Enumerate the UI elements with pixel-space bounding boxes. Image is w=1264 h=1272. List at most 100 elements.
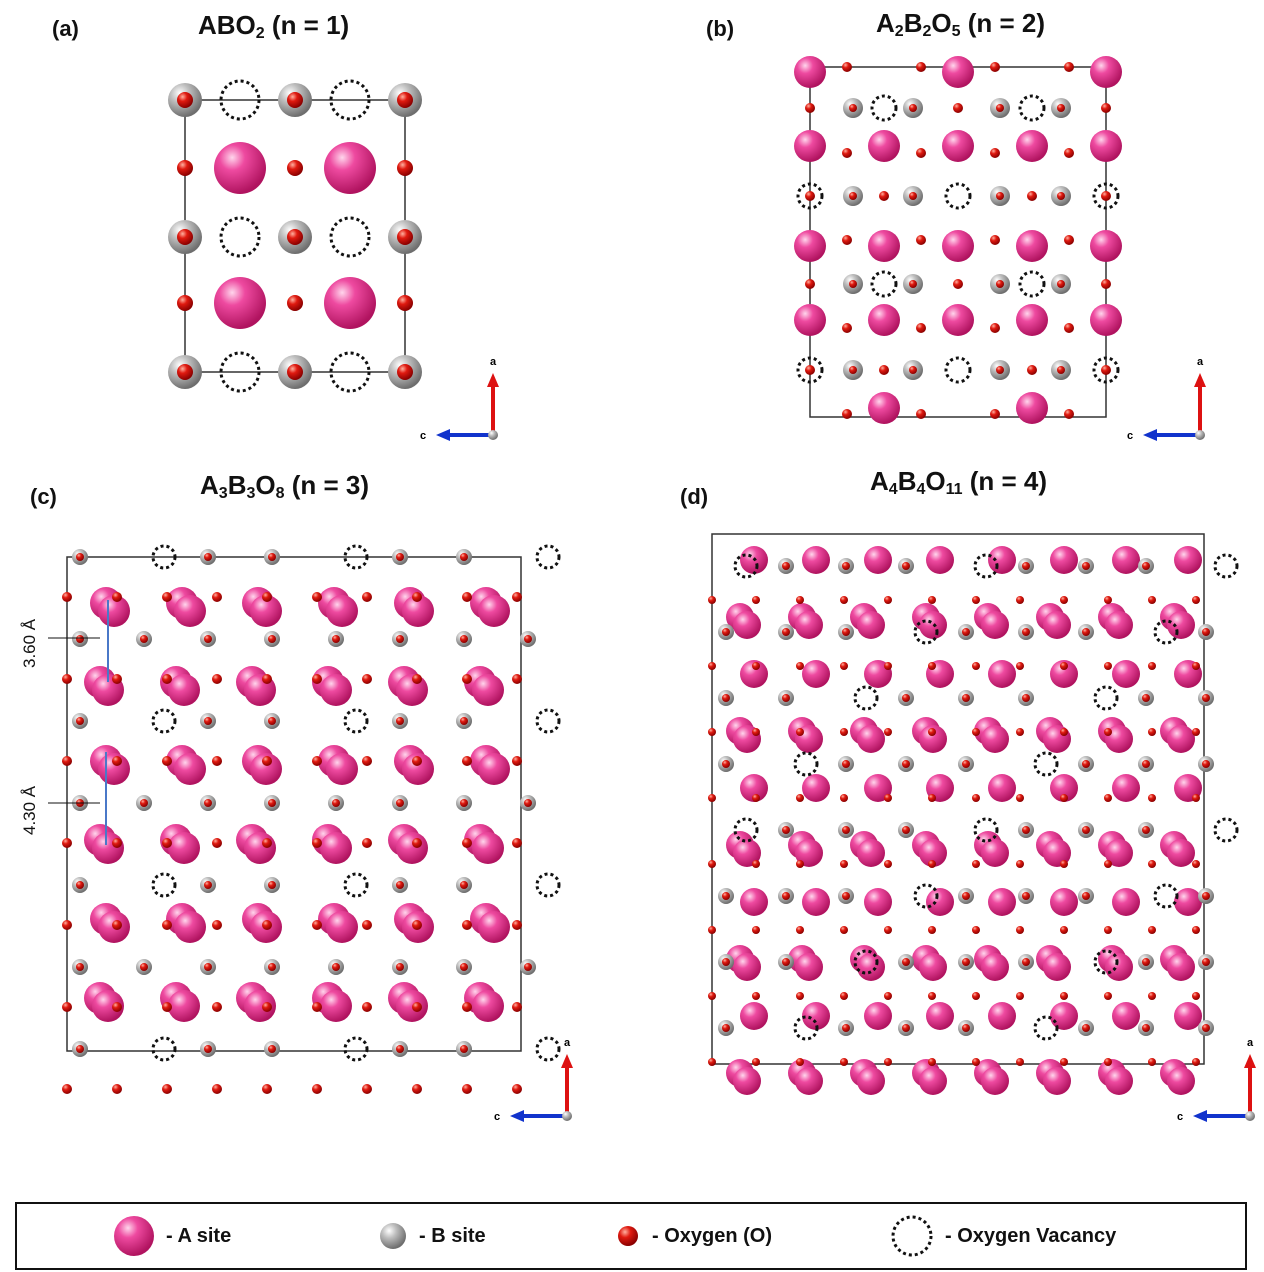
oxygen-atom	[842, 826, 850, 834]
oxygen-atom	[840, 860, 848, 868]
oxygen-vacancy	[973, 553, 999, 579]
oxygen-atom	[177, 295, 193, 311]
oxygen-atom	[512, 838, 522, 848]
a-site-atom	[1112, 774, 1140, 802]
a-site-atom	[857, 725, 885, 753]
oxygen-vacancy	[343, 872, 369, 898]
oxygen-atom	[708, 596, 716, 604]
oxygen-atom	[1148, 794, 1156, 802]
a-site-atom	[250, 595, 282, 627]
a-site-atom	[478, 753, 510, 785]
oxygen-atom	[62, 592, 72, 602]
oxygen-atom	[76, 963, 84, 971]
oxygen-atom	[928, 1058, 936, 1066]
oxygen-atom	[902, 562, 910, 570]
oxygen-atom	[268, 717, 276, 725]
oxygen-atom	[512, 1002, 522, 1012]
oxygen-atom	[805, 191, 815, 201]
oxygen-atom	[1142, 694, 1150, 702]
oxygen-atom	[112, 674, 122, 684]
oxygen-atom	[1192, 794, 1200, 802]
a-site-atom	[794, 304, 826, 336]
oxygen-atom	[840, 728, 848, 736]
a-site-atom	[988, 1002, 1016, 1030]
oxygen-atom	[62, 838, 72, 848]
oxygen-atom	[204, 881, 212, 889]
oxygen-atom	[396, 717, 404, 725]
oxygen-vacancy	[535, 708, 561, 734]
oxygen-atom	[928, 794, 936, 802]
oxygen-atom	[412, 674, 422, 684]
oxygen-atom	[396, 963, 404, 971]
oxygen-atom	[884, 860, 892, 868]
oxygen-atom	[1104, 992, 1112, 1000]
a-site-atom	[320, 832, 352, 864]
oxygen-atom	[1027, 365, 1037, 375]
axis-c-label: c	[1177, 1111, 1183, 1123]
oxygen-atom	[722, 628, 730, 636]
oxygen-atom	[262, 920, 272, 930]
oxygen-vacancy	[1018, 94, 1046, 122]
oxygen-atom	[396, 799, 404, 807]
a-site-atom	[1174, 546, 1202, 574]
oxygen-atom	[879, 365, 889, 375]
axis-origin	[562, 1111, 572, 1121]
oxygen-atom	[1101, 103, 1111, 113]
legend-b-site-label: - B site	[419, 1224, 486, 1247]
oxygen-atom	[842, 562, 850, 570]
a-site-atom	[868, 304, 900, 336]
oxygen-atom	[1016, 794, 1024, 802]
oxygen-vacancy	[1092, 182, 1120, 210]
a-site-atom	[1043, 953, 1071, 981]
axis-a-arrowhead	[1244, 1054, 1256, 1068]
a-site-atom	[802, 774, 830, 802]
a-site-atom	[864, 546, 892, 574]
oxygen-vacancy	[793, 1015, 819, 1041]
oxygen-atom	[782, 826, 790, 834]
oxygen-atom	[879, 191, 889, 201]
oxygen-atom	[1104, 662, 1112, 670]
a-site-atom	[988, 888, 1016, 916]
a-site-atom	[1105, 953, 1133, 981]
a-site-atom	[868, 392, 900, 424]
oxygen-vacancy	[870, 94, 898, 122]
oxygen-atom	[268, 635, 276, 643]
oxygen-atom	[112, 838, 122, 848]
oxygen-vacancy	[1153, 619, 1179, 645]
oxygen-vacancy	[535, 1036, 561, 1062]
oxygen-atom	[332, 799, 340, 807]
oxygen-atom	[708, 662, 716, 670]
a-site-atom	[919, 1067, 947, 1095]
axis-c-arrowhead	[1143, 429, 1157, 441]
a-site-atom	[981, 1067, 1009, 1095]
oxygen-atom	[962, 694, 970, 702]
oxygen-atom	[1202, 1024, 1210, 1032]
oxygen-vacancy	[973, 817, 999, 843]
oxygen-atom	[162, 1002, 172, 1012]
oxygen-atom	[916, 409, 926, 419]
oxygen-atom	[1060, 992, 1068, 1000]
structure-n1: a c a c a c a c	[48, 56, 1256, 1123]
oxygen-atom	[212, 1002, 222, 1012]
oxygen-atom	[796, 992, 804, 1000]
oxygen-atom	[842, 628, 850, 636]
oxygen-atom	[708, 992, 716, 1000]
oxygen-atom	[884, 1058, 892, 1066]
axis-c-arrowhead	[510, 1110, 524, 1122]
oxygen-atom	[805, 279, 815, 289]
oxygen-swatch	[618, 1226, 638, 1246]
oxygen-atom	[902, 958, 910, 966]
oxygen-vacancy	[1092, 356, 1120, 384]
a-site-atom	[1105, 1067, 1133, 1095]
oxygen-atom	[362, 838, 372, 848]
a-site-atom	[396, 674, 428, 706]
oxygen-atom	[1148, 596, 1156, 604]
oxygen-atom	[884, 794, 892, 802]
a-site-atom	[244, 832, 276, 864]
oxygen-atom	[1104, 860, 1112, 868]
oxygen-atom	[1016, 728, 1024, 736]
oxygen-vacancy	[329, 216, 371, 258]
a-site-atom	[98, 595, 130, 627]
a-site-atom	[1174, 888, 1202, 916]
a-site-atom	[795, 839, 823, 867]
